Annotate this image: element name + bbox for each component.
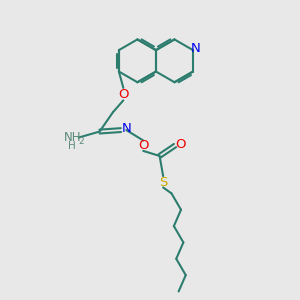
Text: N: N <box>122 122 131 135</box>
Text: O: O <box>119 88 129 101</box>
Text: H: H <box>68 141 76 151</box>
Text: O: O <box>175 138 186 151</box>
Text: N: N <box>190 42 200 55</box>
Text: NH: NH <box>64 131 81 144</box>
Text: S: S <box>160 176 168 189</box>
Text: O: O <box>139 139 149 152</box>
Text: 2: 2 <box>78 136 84 146</box>
